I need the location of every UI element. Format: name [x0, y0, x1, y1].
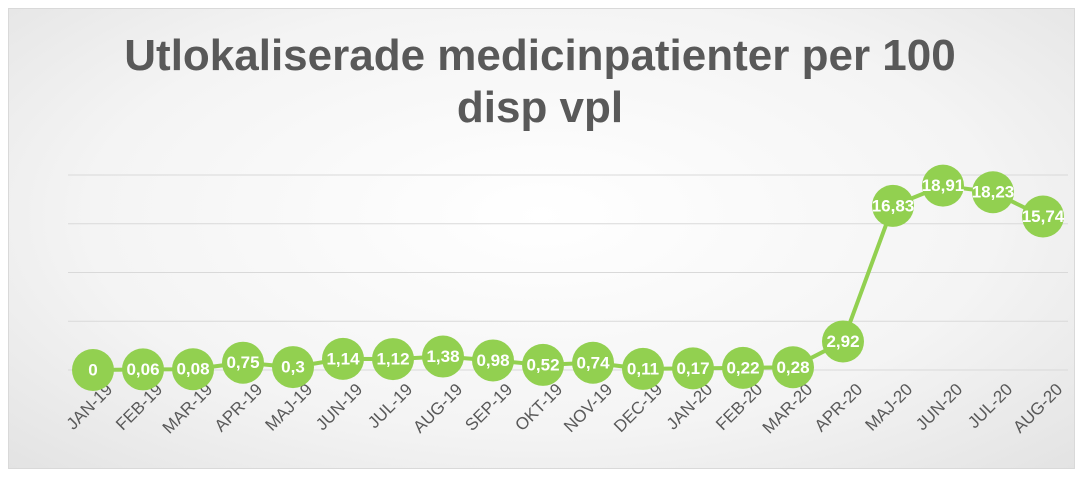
data-label: 0,74 [576, 353, 610, 372]
chart-background [8, 8, 1075, 469]
data-label: 0,08 [176, 360, 209, 379]
data-label: 1,14 [326, 349, 360, 368]
data-label: 1,38 [426, 347, 459, 366]
marker [922, 164, 964, 207]
marker [472, 339, 514, 382]
x-tick-label: NOV-19 [560, 380, 616, 436]
data-label: 15,74 [1022, 207, 1065, 226]
chart-title: Utlokaliserade medicinpatienter per 100 … [124, 31, 956, 132]
data-label: 16,83 [872, 196, 915, 215]
marker [672, 347, 714, 390]
x-tick-label: APR-20 [811, 380, 867, 436]
data-label: 0,28 [776, 358, 809, 377]
x-tick-label: JUN-19 [312, 380, 366, 434]
data-label: 0,75 [226, 353, 259, 372]
marker [72, 349, 114, 391]
data-label: 0,17 [676, 359, 709, 378]
data-label: 0,11 [627, 359, 659, 378]
x-tick-label: SEP-19 [461, 380, 516, 435]
data-label: 0 [88, 360, 97, 379]
marker [372, 338, 414, 381]
marker [572, 341, 614, 384]
x-tick-label: OKT-19 [511, 380, 566, 435]
data-label: 0,22 [726, 358, 759, 377]
x-tick-label: MAJ-19 [261, 380, 316, 435]
marker [772, 346, 814, 389]
x-tick-label: JUL-20 [964, 380, 1016, 432]
x-tick-label: MAJ-20 [861, 380, 916, 435]
data-label: 0,52 [526, 355, 559, 374]
marker [522, 343, 564, 386]
marker [822, 320, 864, 363]
marker [272, 346, 314, 389]
x-tick-label: JUL-19 [364, 380, 416, 432]
data-label: 0,98 [476, 351, 509, 370]
x-tick-label: AUG-19 [409, 380, 466, 437]
data-label: 2,92 [826, 332, 859, 351]
marker [322, 337, 364, 380]
data-label: 0,06 [126, 360, 159, 379]
x-tick-label: AUG-20 [1009, 380, 1066, 437]
data-label: 18,23 [972, 183, 1015, 202]
marker [122, 348, 164, 391]
x-tick-label: JUN-20 [912, 380, 966, 434]
x-tick-label: MAR-20 [759, 380, 817, 438]
marker [722, 346, 764, 389]
marker [222, 341, 264, 384]
data-label: 0,3 [281, 358, 305, 377]
x-tick-label: APR-19 [211, 380, 267, 436]
data-label: 18,91 [922, 176, 965, 195]
marker [172, 348, 214, 391]
marker [972, 171, 1014, 214]
marker [872, 184, 914, 227]
marker [1022, 195, 1064, 238]
marker [422, 335, 464, 378]
marker [622, 347, 664, 390]
data-label: 1,12 [376, 350, 409, 369]
